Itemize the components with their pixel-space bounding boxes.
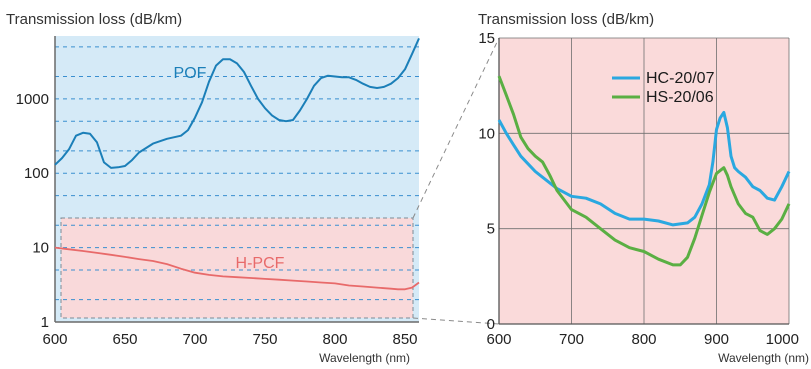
right-x-axis-label: Wavelength (nm): [718, 351, 809, 365]
left-series-label-pof: POF: [174, 65, 207, 82]
left-y-tick-label: 100: [24, 165, 49, 182]
right-x-tick-label: 900: [704, 331, 729, 348]
right-chart: 0 5 10 15 600 700 800 900 1000 Transmission loss …: [478, 11, 809, 365]
right-x-tick-label: 800: [631, 331, 656, 348]
right-y-axis-label: Transmission loss (dB/km): [478, 11, 654, 28]
left-x-tick-label: 600: [42, 331, 67, 348]
left-y-axis-label: Transmission loss (dB/km): [6, 11, 182, 28]
left-x-tick-label: 850: [392, 331, 417, 348]
left-x-tick-label: 700: [182, 331, 207, 348]
left-series-label-hpcf: H-PCF: [236, 255, 285, 272]
left-y-tick-label: 1: [41, 314, 49, 331]
left-x-tick-label: 750: [252, 331, 277, 348]
zoom-connectors: [412, 37, 500, 325]
left-x-tick-label: 650: [112, 331, 137, 348]
right-y-tick-label: 0: [487, 316, 495, 333]
left-chart: 1 10 100 1000 600 650 700 750 800 850 Transmission…: [6, 11, 420, 365]
right-x-tick-label: 700: [559, 331, 584, 348]
right-y-tick-label: 10: [478, 125, 495, 142]
zoom-connector-line: [412, 37, 500, 219]
right-x-tick-label: 600: [486, 331, 511, 348]
right-y-tick-label: 5: [487, 221, 495, 238]
left-series-line-h-pcf: [54, 246, 420, 291]
left-zoom-region: [60, 217, 414, 319]
right-series-line-1: [497, 75, 791, 267]
left-x-tick-label: 800: [322, 331, 347, 348]
left-x-axis-label: Wavelength (nm): [319, 351, 410, 365]
legend-label: HC-20/07: [646, 70, 715, 87]
right-y-tick-label: 15: [478, 30, 495, 47]
left-series-line-pof: [54, 37, 420, 169]
right-x-tick-label: 1000: [766, 331, 799, 348]
left-y-tick-label: 1000: [16, 91, 49, 108]
legend-label: HS-20/06: [646, 89, 714, 106]
right-series-line-0: [497, 110, 791, 227]
left-y-tick-label: 10: [32, 240, 49, 257]
